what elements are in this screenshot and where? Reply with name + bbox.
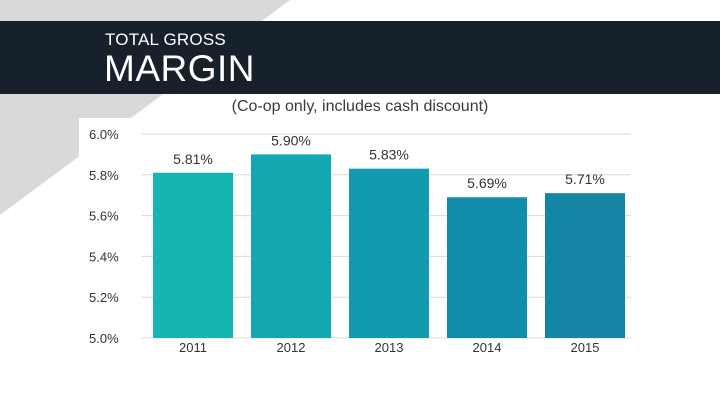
bar xyxy=(153,172,233,338)
bar xyxy=(251,154,331,338)
x-tick-label: 2013 xyxy=(375,340,404,355)
x-tick-label: 2011 xyxy=(179,340,207,355)
bar xyxy=(349,168,429,338)
x-tick-label: 2012 xyxy=(277,340,306,355)
data-label: 5.81% xyxy=(173,151,213,167)
data-label: 5.71% xyxy=(565,171,605,187)
bar xyxy=(447,197,527,338)
chart-subtitle: (Co-op only, includes cash discount) xyxy=(0,98,720,116)
chart-subtitle-text: (Co-op only, includes cash discount) xyxy=(231,98,489,115)
title-small: TOTAL GROSS xyxy=(105,30,226,49)
page-title: MARGIN xyxy=(104,48,255,89)
y-tick-label: 6.0% xyxy=(89,127,119,142)
y-tick-label: 5.0% xyxy=(89,331,119,346)
title-bar xyxy=(0,21,720,94)
x-tick-label: 2015 xyxy=(571,340,600,355)
y-tick-label: 5.4% xyxy=(89,249,119,264)
bar xyxy=(545,193,625,338)
chart-container: 6.0% 5.8% 5.6% 5.4% 5.2% 5.0% 5.81% 2011 5.90% 20… xyxy=(79,118,639,356)
y-tick-label: 5.2% xyxy=(89,290,119,305)
y-tick-label: 5.8% xyxy=(89,168,119,183)
bar-chart: 6.0% 5.8% 5.6% 5.4% 5.2% 5.0% 5.81% 2011 5.90% 20… xyxy=(89,127,631,355)
data-label: 5.83% xyxy=(369,147,409,163)
data-label: 5.90% xyxy=(271,132,311,148)
data-label: 5.69% xyxy=(467,175,507,191)
y-tick-label: 5.6% xyxy=(89,209,119,224)
x-tick-label: 2014 xyxy=(473,340,502,355)
